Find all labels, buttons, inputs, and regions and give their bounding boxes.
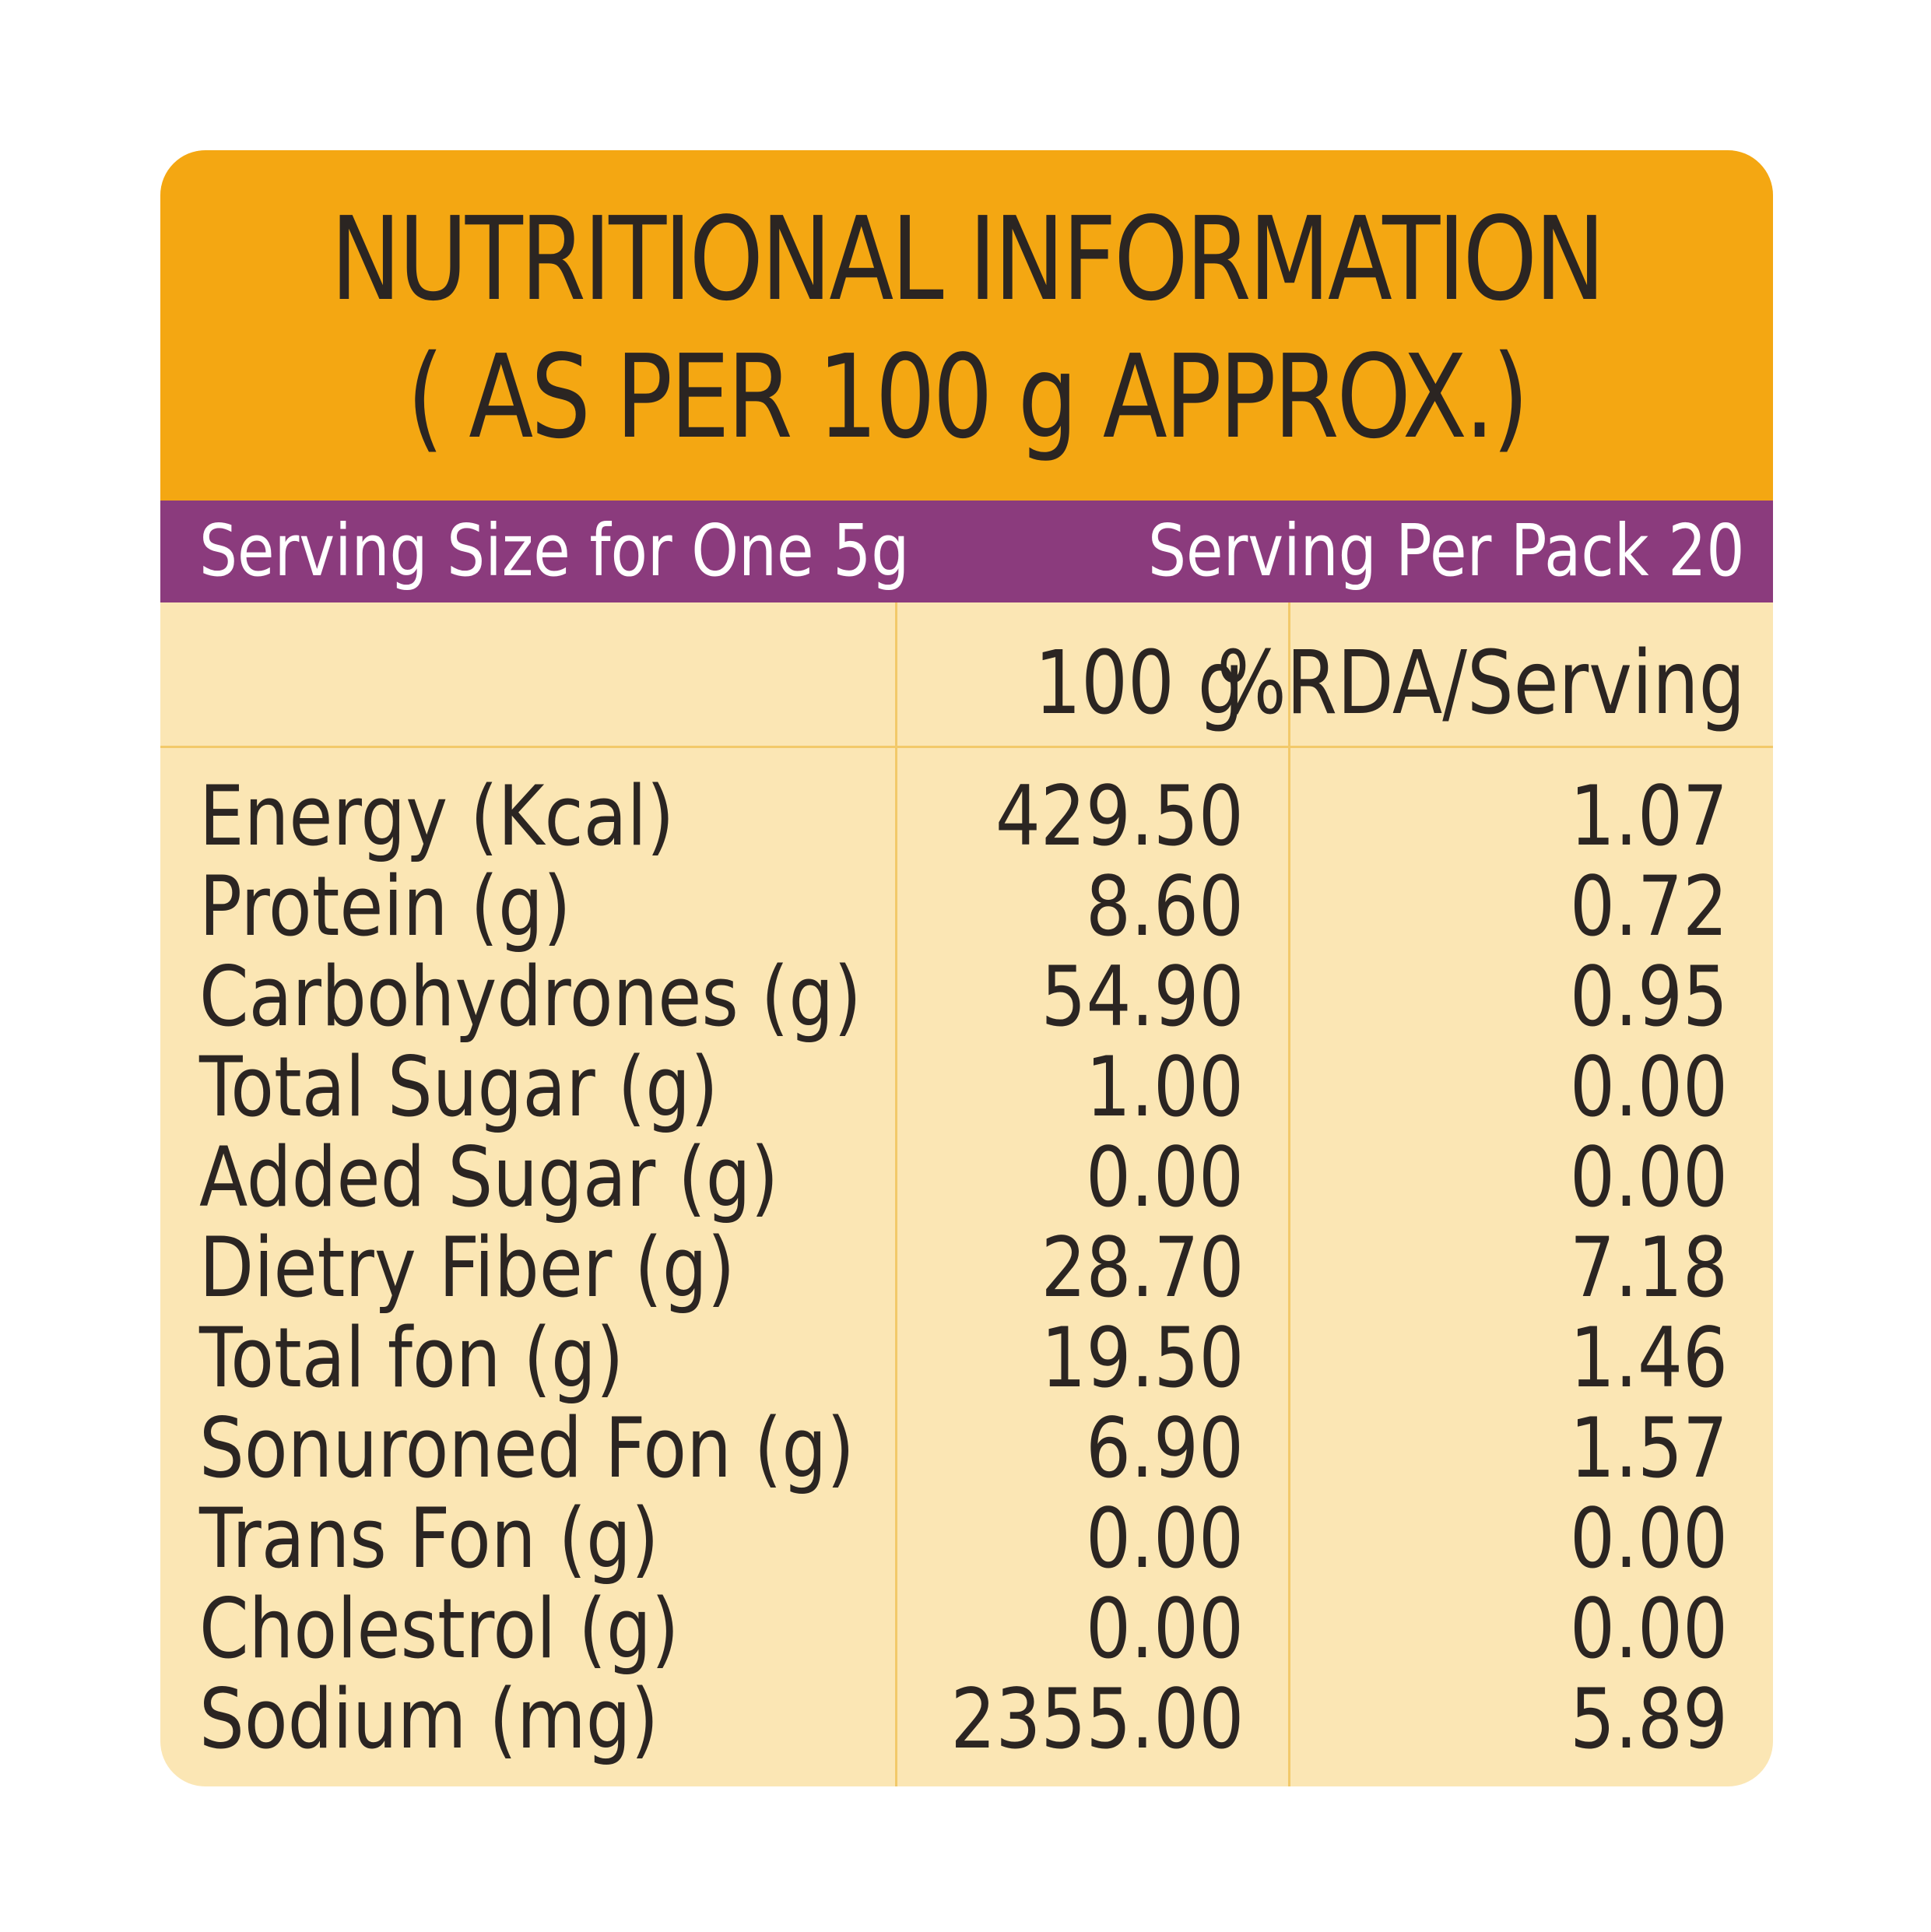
per-100g-value: 0.00 [1086,1491,1244,1586]
title-banner: NUTRITIONAL INFORMATION ( AS PER 100 g A… [160,150,1773,501]
servings-per-pack: Serving Per Pack 20 [1148,509,1745,592]
nutrient-name: Dietry Fiber (g) [199,1220,736,1316]
per-100g-value: 1.00 [1086,1039,1244,1135]
nutrient-name: Sodium (mg) [199,1671,659,1767]
per-100g-value: 2355.00 [950,1671,1244,1767]
nutrition-label-card: NUTRITIONAL INFORMATION ( AS PER 100 g A… [160,150,1773,1786]
nutrient-name: Cholestrol (g) [199,1581,679,1677]
column-divider-1 [895,602,897,1786]
rda-value: 0.72 [1570,859,1728,954]
nutrient-name: Carbohydrones (g) [199,949,862,1045]
nutrient-name: Energy (Kcal) [199,768,675,864]
table-row: Sodium (mg) 2355.00 5.89 [160,1674,1773,1765]
title-line-2: ( AS PER 100 g APPROX.) [406,330,1529,464]
table-row: Trans Fon (g) 0.00 0.00 [160,1494,1773,1584]
per-100g-value: 429.50 [995,768,1244,864]
rda-value: 0.00 [1570,1581,1728,1677]
serving-size: Serving Size for One 5g [199,509,910,592]
rda-value: 0.00 [1570,1129,1728,1225]
table-row: Sonuroned Fon (g) 6.90 1.57 [160,1403,1773,1494]
table-row: Carbohydrones (g) 54.90 0.95 [160,952,1773,1042]
nutrient-name: Sonuroned Fon (g) [199,1400,855,1496]
table-row: Energy (Kcal) 429.50 1.07 [160,771,1773,862]
column-header-per-100g: 100 g [1034,633,1244,734]
per-100g-value: 8.60 [1086,859,1244,954]
per-100g-value: 54.90 [1041,949,1244,1045]
per-100g-value: 0.00 [1086,1581,1244,1677]
table-row: Cholestrol (g) 0.00 0.00 [160,1584,1773,1674]
nutrient-name: Added Sugar (g) [199,1129,779,1225]
table-row: Total fon (g) 19.50 1.46 [160,1313,1773,1403]
header-row-divider [160,746,1773,748]
nutrient-name: Protein (g) [199,859,571,954]
rda-value: 7.18 [1570,1220,1728,1316]
per-100g-value: 28.70 [1041,1220,1244,1316]
serving-info-bar: Serving Size for One 5g Serving Per Pack… [160,501,1773,602]
per-100g-value: 6.90 [1086,1400,1244,1496]
table-row: Protein (g) 8.60 0.72 [160,862,1773,952]
rda-value: 0.00 [1570,1039,1728,1135]
table-row: Dietry Fiber (g) 28.70 7.18 [160,1223,1773,1313]
rda-value: 1.07 [1570,768,1728,864]
nutrient-name: Total Sugar (g) [199,1039,718,1135]
column-header-rda: %RDA/Serving [1216,633,1745,734]
table-row: Total Sugar (g) 1.00 0.00 [160,1042,1773,1133]
nutrient-name: Total fon (g) [199,1310,624,1406]
per-100g-value: 0.00 [1086,1129,1244,1225]
rda-value: 0.00 [1570,1491,1728,1586]
rda-value: 1.57 [1570,1400,1728,1496]
title-line-1: NUTRITIONAL INFORMATION [330,192,1606,326]
per-100g-value: 19.50 [1041,1310,1244,1406]
nutrient-name: Trans Fon (g) [199,1491,659,1586]
table-row: Added Sugar (g) 0.00 0.00 [160,1133,1773,1223]
rda-value: 0.95 [1570,949,1728,1045]
column-divider-2 [1288,602,1290,1786]
rda-value: 1.46 [1570,1310,1728,1406]
rda-value: 5.89 [1570,1671,1728,1767]
